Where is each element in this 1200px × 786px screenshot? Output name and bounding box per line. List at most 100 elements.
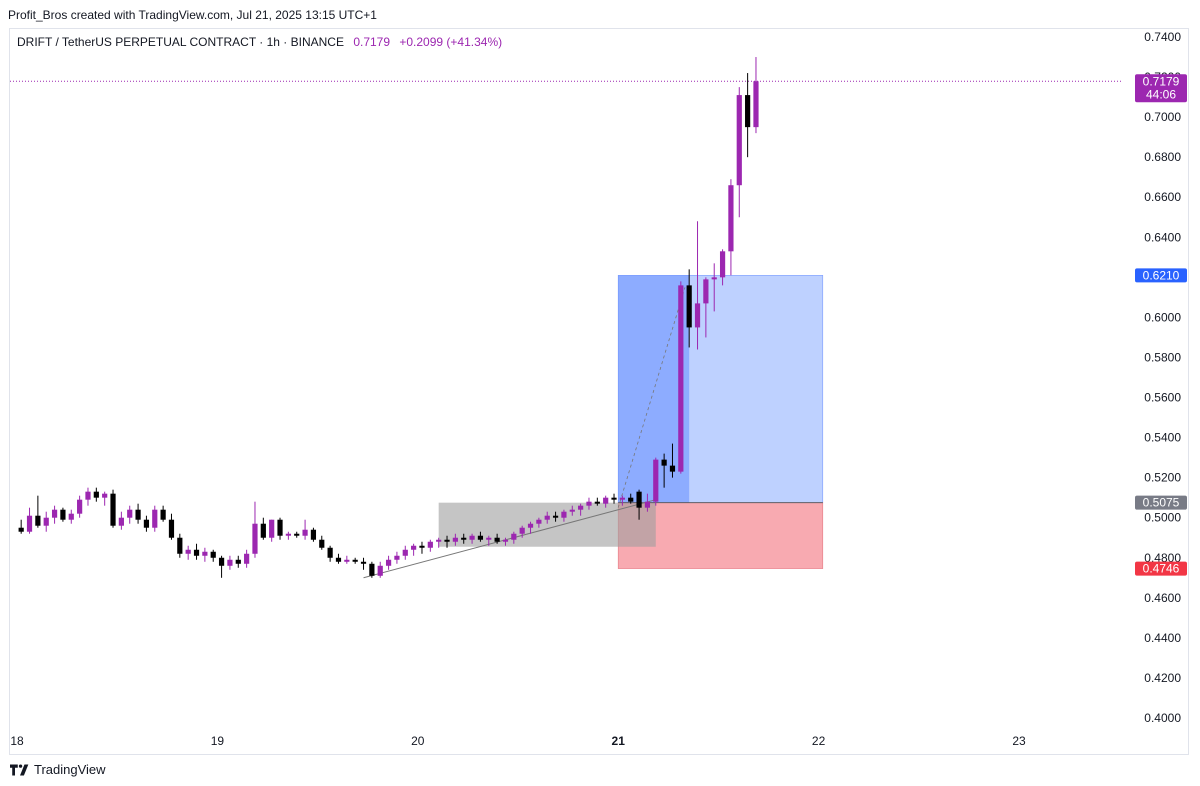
candle — [611, 493, 617, 504]
candle-body — [127, 509, 133, 518]
y-tick-label: 0.4600 — [1144, 591, 1181, 605]
candle — [385, 555, 392, 570]
y-tick-label: 0.5800 — [1144, 350, 1181, 364]
candle-body — [711, 277, 717, 280]
stop-price-label — [1135, 561, 1187, 576]
y-tick-label: 0.4800 — [1144, 551, 1181, 565]
candle-body — [152, 509, 158, 528]
candle-body — [452, 537, 458, 542]
entry-price-text: 0.5075 — [1143, 496, 1180, 510]
tradingview-logo-icon — [10, 763, 29, 776]
candle — [753, 57, 759, 134]
candle — [669, 443, 676, 478]
candle — [269, 519, 275, 542]
candle-body — [578, 505, 584, 510]
candle-body — [653, 459, 659, 502]
candle — [486, 535, 492, 546]
y-tick-label: 0.7000 — [1144, 110, 1181, 124]
candle-body — [51, 509, 58, 518]
candle — [653, 457, 659, 506]
candle — [594, 497, 600, 506]
candle — [43, 511, 49, 532]
candle — [586, 497, 592, 510]
candle — [235, 555, 241, 568]
candle-body — [644, 501, 651, 508]
candle — [185, 545, 191, 560]
candle — [168, 513, 175, 540]
candle — [18, 519, 24, 534]
candle — [536, 517, 542, 528]
chart-frame[interactable] — [9, 28, 1189, 755]
candle-body — [193, 549, 200, 556]
candle-body — [260, 523, 266, 538]
candle-body — [611, 497, 617, 500]
candle-body — [377, 565, 383, 576]
candle — [327, 545, 333, 562]
candle — [511, 531, 517, 544]
candle — [628, 493, 634, 504]
candle — [552, 511, 559, 522]
candle-body — [110, 493, 116, 526]
candle-body — [511, 533, 517, 540]
candle — [244, 549, 250, 568]
candle-body — [527, 523, 534, 528]
candle — [177, 533, 183, 558]
y-tick-label: 0.6600 — [1144, 190, 1181, 204]
candle — [678, 281, 684, 474]
candle-body — [360, 561, 367, 564]
candle-body — [235, 559, 241, 564]
candle — [694, 221, 701, 350]
candle-body — [344, 559, 350, 562]
candle — [728, 179, 734, 276]
candle — [143, 515, 150, 532]
candle — [736, 87, 742, 218]
candle — [703, 277, 709, 338]
candle — [619, 495, 625, 506]
candle — [427, 539, 433, 552]
candle-body — [444, 539, 450, 542]
candle-body — [561, 511, 567, 518]
candle-body — [85, 491, 91, 500]
candle — [135, 503, 141, 524]
candle-body — [569, 509, 575, 512]
candle — [411, 543, 417, 556]
y-tick-label: 0.6000 — [1144, 310, 1181, 324]
candle-body — [536, 519, 542, 524]
candle — [719, 249, 726, 286]
candle-body — [719, 251, 726, 278]
candle-body — [102, 493, 108, 498]
candle-body — [168, 519, 175, 538]
time-axis: 18 19 20 21 22 23 — [10, 734, 1026, 748]
candle-body — [277, 519, 283, 536]
target-price-label — [1135, 268, 1187, 283]
candle-body — [77, 499, 83, 514]
candle-body — [594, 501, 600, 504]
candle-body — [586, 501, 592, 506]
candle-body — [35, 515, 41, 526]
candle-body — [285, 533, 291, 536]
candle-body — [202, 551, 208, 556]
candle — [419, 541, 425, 554]
candle-body — [218, 557, 225, 566]
x-tick-label: 19 — [211, 734, 225, 748]
entry-price-label — [1135, 495, 1187, 510]
candle — [360, 557, 367, 570]
candle — [193, 543, 200, 560]
candles-layer — [18, 57, 759, 578]
candle — [461, 533, 467, 544]
candle-body — [678, 285, 684, 472]
footer-brand[interactable]: TradingView — [10, 762, 106, 777]
candle-body — [310, 529, 317, 540]
candle-body — [135, 509, 141, 520]
candle-body — [160, 509, 166, 520]
candle-body — [628, 497, 634, 502]
candle-body — [177, 537, 183, 554]
symbol-title: DRIFT / TetherUS PERPETUAL CONTRACT · 1h… — [17, 35, 344, 49]
candle — [469, 533, 475, 544]
candle-body — [603, 497, 609, 504]
candle-body — [502, 539, 509, 542]
candle — [51, 505, 58, 524]
candle-body — [210, 551, 216, 558]
candle-body — [143, 519, 150, 528]
